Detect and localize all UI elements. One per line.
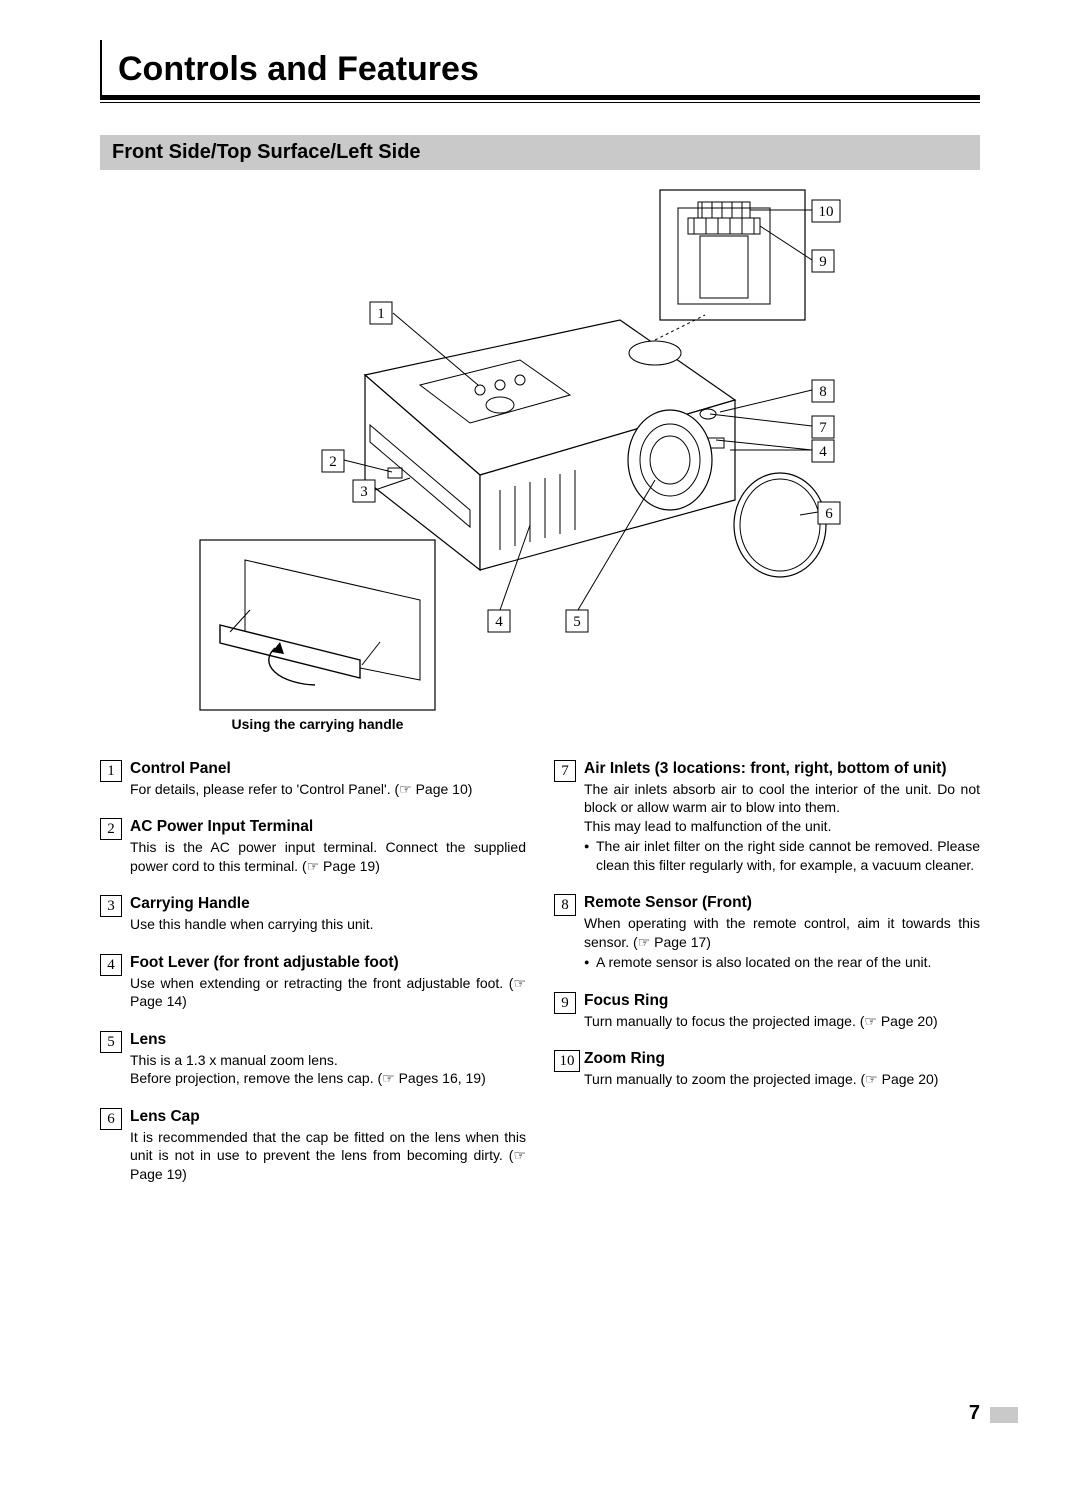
item-title: Air Inlets (3 locations: front, right, b… — [584, 760, 980, 778]
item-title: AC Power Input Terminal — [130, 818, 526, 836]
left-column: 1 Control Panel For details, please refer … — [100, 760, 526, 1203]
description-item: 2 AC Power Input Terminal This is the AC p… — [100, 818, 526, 875]
item-body: Turn manually to focus the projected ima… — [584, 1012, 980, 1030]
item-number-box: 8 — [554, 894, 576, 916]
callout-4a: 4 — [495, 614, 503, 630]
callout-10: 10 — [819, 204, 834, 220]
item-number-box: 3 — [100, 895, 122, 917]
page-number: 7 — [969, 1402, 980, 1425]
item-title: Remote Sensor (Front) — [584, 894, 980, 912]
diagram-svg: 1 2 3 4 5 6 4 7 8 9 10 — [100, 180, 980, 720]
item-body: For details, please refer to 'Control Pa… — [130, 780, 526, 798]
item-body: It is recommended that the cap be fitted… — [130, 1128, 526, 1183]
callout-8: 8 — [819, 384, 827, 400]
item-title: Lens Cap — [130, 1108, 526, 1126]
item-number-box: 9 — [554, 992, 576, 1014]
callout-3: 3 — [360, 484, 368, 500]
description-item: 1 Control Panel For details, please refer … — [100, 760, 526, 798]
description-item: 10Zoom Ring Turn manually to zoom the pro… — [554, 1050, 980, 1088]
callout-2: 2 — [329, 454, 337, 470]
item-bullet: A remote sensor is also located on the r… — [584, 953, 980, 971]
title-rule-thin — [100, 102, 980, 103]
right-column: 7 Air Inlets (3 locations: front, right, … — [554, 760, 980, 1203]
page-tab-icon — [990, 1407, 1018, 1423]
section-heading: Front Side/Top Surface/Left Side — [100, 135, 980, 170]
item-title: Carrying Handle — [130, 895, 526, 913]
item-body: Use this handle when carrying this unit. — [130, 915, 526, 933]
page-title: Controls and Features — [100, 40, 980, 95]
item-title: Focus Ring — [584, 992, 980, 1010]
item-bullet: The air inlet filter on the right side c… — [584, 837, 980, 874]
item-number-box: 5 — [100, 1031, 122, 1053]
callout-7: 7 — [819, 420, 827, 436]
item-body: When operating with the remote control, … — [584, 914, 980, 971]
item-number-box: 1 — [100, 760, 122, 782]
item-body: This is a 1.3 x manual zoom lens.Before … — [130, 1051, 526, 1088]
item-number-box: 10 — [554, 1050, 580, 1072]
description-columns: 1 Control Panel For details, please refer … — [100, 760, 980, 1203]
item-body: This is the AC power input terminal. Con… — [130, 838, 526, 875]
callout-4b: 4 — [819, 444, 827, 460]
item-number-box: 2 — [100, 818, 122, 840]
description-item: 4 Foot Lever (for front adjustable foot) U… — [100, 954, 526, 1011]
item-body: Use when extending or retracting the fro… — [130, 974, 526, 1011]
callout-6: 6 — [825, 506, 833, 522]
page-frame: Controls and Features Front Side/Top Sur… — [100, 40, 980, 1203]
handle-caption: Using the carrying handle — [200, 716, 435, 732]
description-item: 9 Focus Ring Turn manually to focus the pr… — [554, 992, 980, 1030]
callout-1: 1 — [377, 306, 385, 322]
description-item: 8 Remote Sensor (Front) When operating wit… — [554, 894, 980, 971]
item-title: Control Panel — [130, 760, 526, 778]
item-number-box: 4 — [100, 954, 122, 976]
item-title: Foot Lever (for front adjustable foot) — [130, 954, 526, 972]
item-body: The air inlets absorb air to cool the in… — [584, 780, 980, 874]
description-item: 7 Air Inlets (3 locations: front, right, … — [554, 760, 980, 874]
description-item: 3 Carrying Handle Use this handle when car… — [100, 895, 526, 933]
title-rule-thick — [100, 95, 980, 100]
description-item: 5 Lens This is a 1.3 x manual zoom lens.Be… — [100, 1031, 526, 1088]
item-body: Turn manually to zoom the projected imag… — [584, 1070, 980, 1088]
description-item: 6 Lens Cap It is recommended that the cap … — [100, 1108, 526, 1183]
callout-9: 9 — [819, 254, 827, 270]
callout-5: 5 — [573, 614, 581, 630]
item-number-box: 6 — [100, 1108, 122, 1130]
projector-diagram: 1 2 3 4 5 6 4 7 8 9 10 Using the carryin… — [100, 180, 980, 720]
item-number-box: 7 — [554, 760, 576, 782]
item-title: Zoom Ring — [584, 1050, 980, 1068]
item-title: Lens — [130, 1031, 526, 1049]
